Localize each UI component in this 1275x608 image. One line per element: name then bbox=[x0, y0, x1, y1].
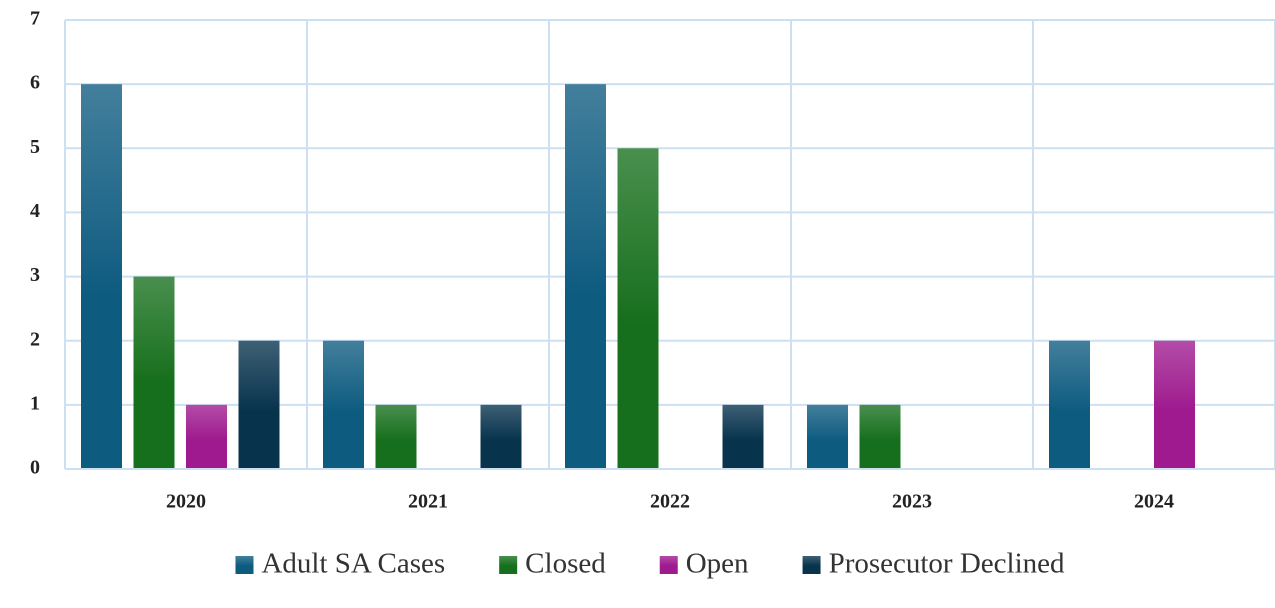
legend-label: Open bbox=[686, 548, 749, 580]
bar bbox=[807, 404, 848, 469]
legend-label: Adult SA Cases bbox=[261, 548, 445, 580]
bar bbox=[722, 404, 764, 469]
bar bbox=[565, 84, 606, 470]
x-tick-label: 2023 bbox=[892, 491, 932, 513]
bar bbox=[859, 404, 901, 469]
x-tick-label: 2021 bbox=[408, 491, 448, 513]
bar bbox=[480, 404, 522, 469]
legend-swatch bbox=[499, 556, 518, 574]
x-tick-label: 2020 bbox=[166, 491, 206, 513]
bar bbox=[323, 340, 364, 469]
bar bbox=[81, 84, 122, 470]
legend-swatch bbox=[235, 556, 254, 574]
y-tick-label: 4 bbox=[30, 200, 40, 222]
bar bbox=[133, 276, 175, 469]
legend-swatch bbox=[802, 556, 821, 574]
bar bbox=[1154, 340, 1195, 469]
legend-swatch bbox=[659, 556, 678, 574]
y-tick-label: 2 bbox=[30, 328, 40, 350]
y-tick-label: 7 bbox=[30, 8, 40, 30]
y-tick-label: 5 bbox=[30, 136, 40, 158]
y-tick-label: 1 bbox=[30, 392, 40, 414]
y-tick-label: 0 bbox=[30, 457, 40, 479]
bar bbox=[186, 404, 227, 469]
bar bbox=[238, 340, 280, 469]
legend-label: Prosecutor Declined bbox=[829, 548, 1065, 580]
bar bbox=[375, 404, 417, 469]
bar bbox=[617, 148, 659, 470]
x-tick-label: 2024 bbox=[1134, 491, 1174, 513]
x-tick-label: 2022 bbox=[650, 491, 690, 513]
y-tick-label: 6 bbox=[30, 72, 40, 94]
legend-label: Closed bbox=[525, 548, 606, 580]
bar bbox=[1049, 340, 1090, 469]
y-tick-label: 3 bbox=[30, 264, 40, 286]
